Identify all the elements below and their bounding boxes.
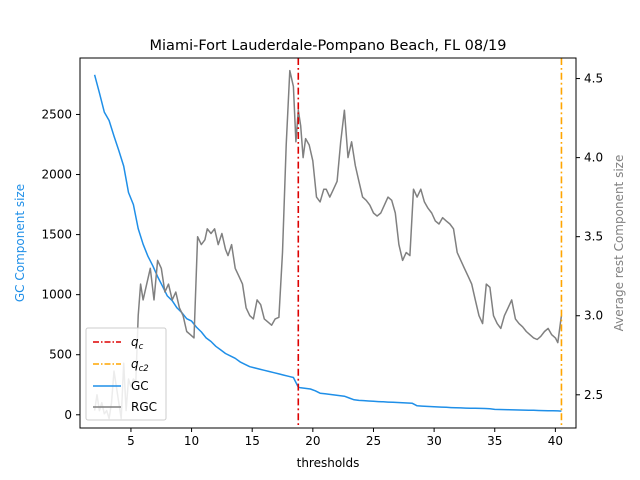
y-right-tick-label: 3.5 [584, 230, 603, 244]
x-tick-label: 5 [127, 434, 135, 448]
legend-box [85, 327, 167, 421]
x-tick-label: 30 [426, 434, 441, 448]
y-axis-left: 0 500 1000 1500 2000 2500 [41, 107, 80, 422]
legend-qc2-label: qc2 [131, 357, 149, 374]
x-tick-label: 35 [487, 434, 502, 448]
series-line-rgc [93, 69, 563, 420]
y-left-tick-label: 1500 [41, 228, 72, 242]
legend-qc-label-sub: c [139, 342, 144, 352]
y-right-tick-label: 4.5 [584, 72, 603, 86]
y-left-tick-label: 0 [64, 408, 72, 422]
x-tick-label: 20 [305, 434, 320, 448]
y-left-tick-label: 500 [49, 348, 72, 362]
series-layer [93, 69, 563, 420]
legend-qc2-label-sub: c2 [139, 364, 149, 374]
y-left-tick-label: 2500 [41, 107, 72, 121]
y-right-tick-label: 3.0 [584, 309, 603, 323]
x-axis: 5 10 15 20 25 30 35 40 [127, 428, 563, 448]
legend-qc2-label-main: q [131, 357, 139, 371]
y-left-tick-label: 2000 [41, 168, 72, 182]
y-left-tick-label: 1000 [41, 288, 72, 302]
legend-gc-label: GC [131, 379, 149, 393]
y-axis-right: 2.5 3.0 3.5 4.0 4.5 [576, 72, 603, 402]
legend-qc-label: qc [131, 335, 144, 352]
series-line-gc [93, 74, 562, 412]
x-tick-label: 40 [548, 434, 563, 448]
chart-title: Miami-Fort Lauderdale-Pompano Beach, FL … [150, 38, 507, 54]
legend: qc qc2 GC RGC [85, 327, 167, 421]
plot-border [79, 57, 577, 429]
vline-layer [297, 58, 563, 428]
y-right-tick-label: 4.0 [584, 151, 603, 165]
x-axis-label: thresholds [297, 456, 360, 470]
x-tick-label: 15 [245, 434, 260, 448]
legend-rgc-label: RGC [131, 400, 157, 414]
legend-qc-label-main: q [131, 335, 139, 349]
x-tick-label: 10 [184, 434, 199, 448]
x-tick-label: 25 [366, 434, 381, 448]
y-axis-right-label: Average rest Component size [612, 155, 626, 332]
y-axis-left-label: GC Component size [13, 184, 27, 302]
y-right-tick-label: 2.5 [584, 388, 603, 402]
